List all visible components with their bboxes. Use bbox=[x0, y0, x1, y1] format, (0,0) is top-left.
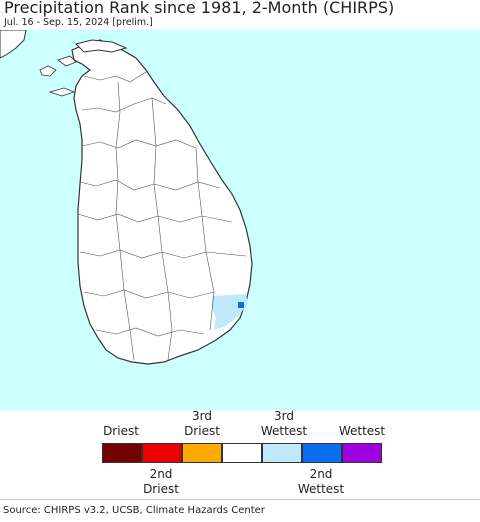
india-coast bbox=[0, 30, 27, 59]
mannar-island bbox=[48, 87, 76, 97]
sri-lanka-land bbox=[71, 39, 253, 365]
legend-swatch bbox=[222, 443, 262, 463]
legend-swatch bbox=[102, 443, 142, 463]
jaffna-peninsula bbox=[75, 39, 128, 53]
map-subtitle: Jul. 16 - Sep. 15, 2024 [prelim.] bbox=[4, 17, 153, 28]
legend-label-2nd-driest: 2nd Driest bbox=[143, 467, 179, 496]
legend-label-3rd-driest: 3rd Driest bbox=[184, 409, 220, 438]
legend-swatch bbox=[142, 443, 182, 463]
district-boundaries bbox=[77, 71, 247, 361]
legend-label-2nd-wettest: 2nd Wettest bbox=[297, 467, 345, 496]
legend-swatch bbox=[342, 443, 382, 463]
legend-label-driest: Driest bbox=[103, 424, 139, 438]
island-kayts bbox=[57, 55, 77, 67]
legend-label-3rd-wettest: 3rd Wettest bbox=[260, 409, 308, 438]
second-wettest-area bbox=[238, 302, 244, 308]
source-footer: Source: CHIRPS v3.2, UCSB, Climate Hazar… bbox=[0, 499, 480, 519]
legend-swatch bbox=[262, 443, 302, 463]
map-title: Precipitation Rank since 1981, 2-Month (… bbox=[4, 0, 395, 17]
legend-swatch bbox=[302, 443, 342, 463]
precipitation-rank-map bbox=[0, 30, 480, 410]
island-delft bbox=[39, 65, 57, 77]
legend-swatch bbox=[182, 443, 222, 463]
legend-label-wettest: Wettest bbox=[338, 424, 386, 438]
legend-color-bar bbox=[102, 443, 382, 463]
